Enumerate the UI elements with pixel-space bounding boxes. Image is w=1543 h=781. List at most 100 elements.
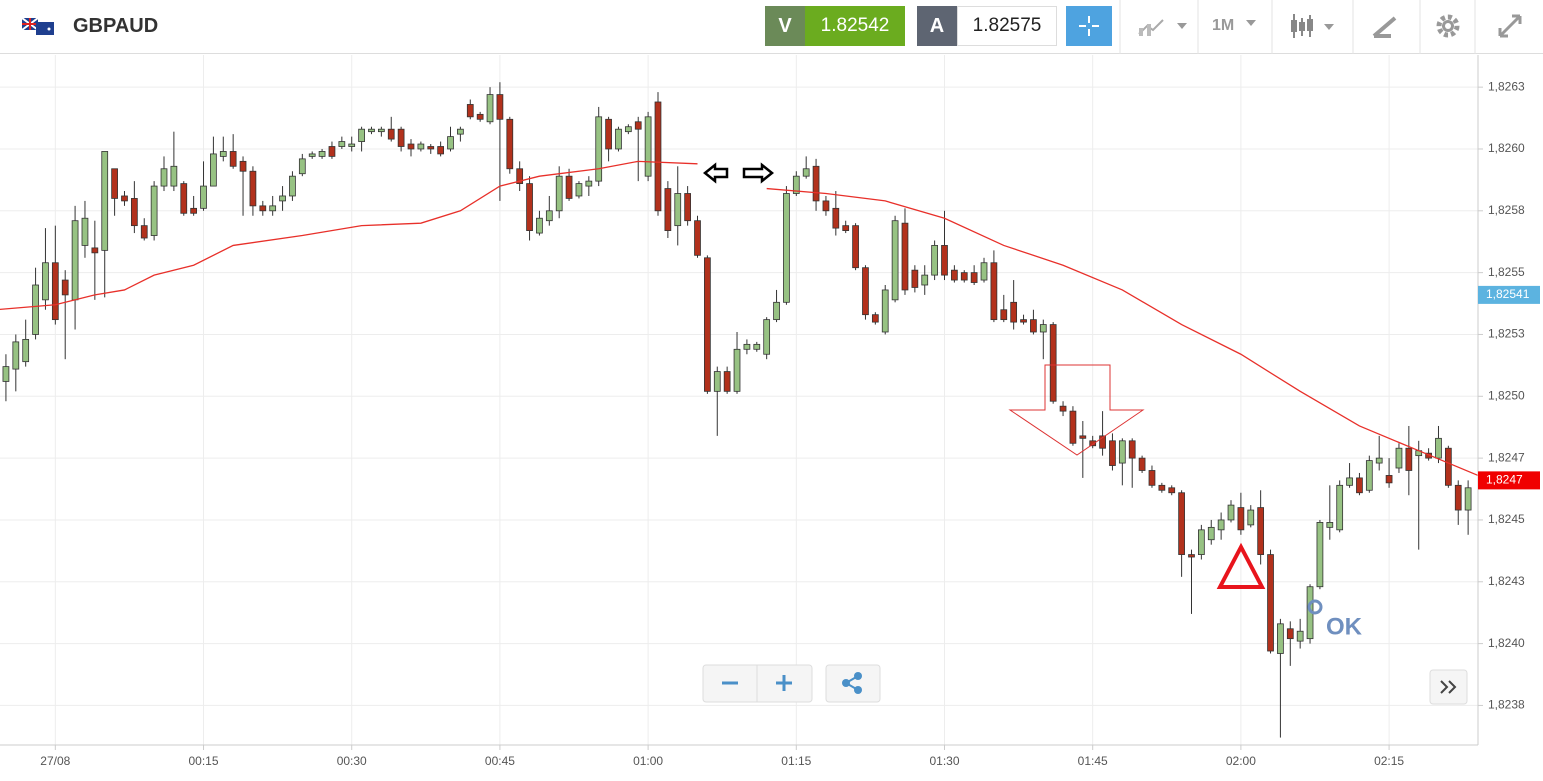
candle-body: [1336, 484, 1344, 531]
candle-body: [615, 128, 622, 150]
candle-body: [476, 113, 484, 120]
fullscreen-button[interactable]: [1495, 6, 1525, 46]
candle-body: [1069, 410, 1077, 444]
candle-body: [377, 128, 385, 133]
candle-body: [81, 217, 89, 246]
toolbar-dividers: [1119, 0, 1476, 54]
candle-body: [61, 279, 69, 296]
candle-body: [1385, 475, 1393, 484]
crosshair-button[interactable]: [1066, 6, 1112, 46]
candle-body: [743, 343, 751, 350]
candle-body: [1365, 460, 1373, 491]
candle-body: [842, 225, 850, 231]
timeframe-caret: [1246, 20, 1256, 26]
candle-body: [1039, 324, 1047, 333]
candle-body: [298, 158, 306, 175]
candle-body: [852, 225, 859, 269]
draw-button[interactable]: [1370, 6, 1400, 46]
candle-body: [585, 180, 593, 187]
candle-body: [1207, 526, 1215, 541]
candle-body: [575, 183, 583, 197]
candle-body: [466, 104, 474, 118]
timeframe[interactable]: 1M: [1212, 17, 1235, 34]
candle-body: [1316, 522, 1324, 588]
candle-body: [140, 225, 148, 239]
candle-body: [358, 128, 365, 142]
candle-button[interactable]: [1288, 6, 1344, 46]
candle-body: [1267, 554, 1274, 652]
candle-body: [1079, 435, 1087, 439]
candle-body: [931, 245, 938, 276]
candle-body: [417, 143, 425, 150]
x-tick-label: 02:00: [1226, 754, 1256, 768]
candle-body: [219, 151, 227, 157]
candle-body: [1326, 522, 1334, 528]
flag: [22, 18, 54, 35]
candle-body: [486, 94, 494, 123]
candle-body: [249, 170, 257, 207]
settings-button[interactable]: [1433, 6, 1463, 46]
candle-body: [101, 151, 109, 251]
x-tick-label: 02:15: [1374, 754, 1404, 768]
candle-body: [130, 198, 138, 227]
candle-body: [1277, 623, 1284, 654]
candle-body: [200, 185, 207, 209]
candle-body: [881, 289, 889, 333]
candle-body: [526, 183, 533, 231]
down-arrow: [1008, 364, 1145, 456]
candle-body: [891, 220, 899, 301]
candle-body: [1030, 319, 1037, 333]
candle-body: [1178, 492, 1185, 555]
candle-body: [1454, 484, 1462, 511]
candle-body: [792, 175, 800, 194]
candle-body: [229, 151, 237, 167]
candle-body: [51, 262, 59, 321]
symbol: GBPAUD: [73, 14, 159, 37]
candle-body: [654, 101, 662, 212]
candle-body: [960, 272, 968, 281]
candle-body: [990, 262, 998, 321]
candle-body: [1128, 440, 1136, 459]
candle-body: [239, 160, 247, 172]
x-tick-label: 01:15: [781, 754, 811, 768]
candle-body: [111, 168, 118, 199]
x-tick-label: 01:30: [929, 754, 959, 768]
candle-body: [368, 128, 375, 133]
zoom-in[interactable]: [776, 675, 792, 691]
candle-body: [1247, 509, 1255, 526]
candle-body: [318, 151, 326, 157]
y-tick-label: 1,8263: [1488, 79, 1525, 93]
y-tick-label: 1,8238: [1488, 698, 1525, 712]
candle-body: [941, 245, 948, 276]
candle-body: [1118, 440, 1126, 464]
candle-body: [1296, 630, 1304, 642]
candle-body: [71, 220, 79, 301]
candle-body: [822, 200, 830, 212]
candle-body: [1198, 529, 1205, 555]
candle-body: [1049, 324, 1057, 402]
candle-body: [328, 146, 336, 157]
candle-body: [150, 185, 158, 236]
y-tick-label: 1,8253: [1488, 327, 1525, 341]
annotations: OK: [702, 162, 1363, 640]
candle-body: [713, 371, 721, 392]
scroll-end-button[interactable]: [1429, 669, 1468, 705]
candle-body: [862, 267, 869, 316]
candle-body: [753, 343, 761, 350]
sell-label[interactable]: V: [765, 6, 805, 46]
share-button[interactable]: [825, 664, 881, 703]
buy-label[interactable]: A: [917, 6, 957, 46]
sell-price[interactable]: 1.82542: [805, 6, 905, 46]
triangle: [1216, 542, 1266, 589]
candle-body: [457, 128, 464, 135]
candle-body: [812, 165, 820, 202]
candle-body: [269, 205, 277, 212]
marker-circle: [1307, 599, 1323, 615]
candle-body: [674, 193, 682, 227]
candle-body: [180, 183, 188, 214]
candle-body: [921, 274, 929, 286]
candle-body: [22, 339, 30, 363]
buy-price[interactable]: 1.82575: [957, 6, 1057, 46]
chart-type-button[interactable]: [1135, 6, 1191, 46]
